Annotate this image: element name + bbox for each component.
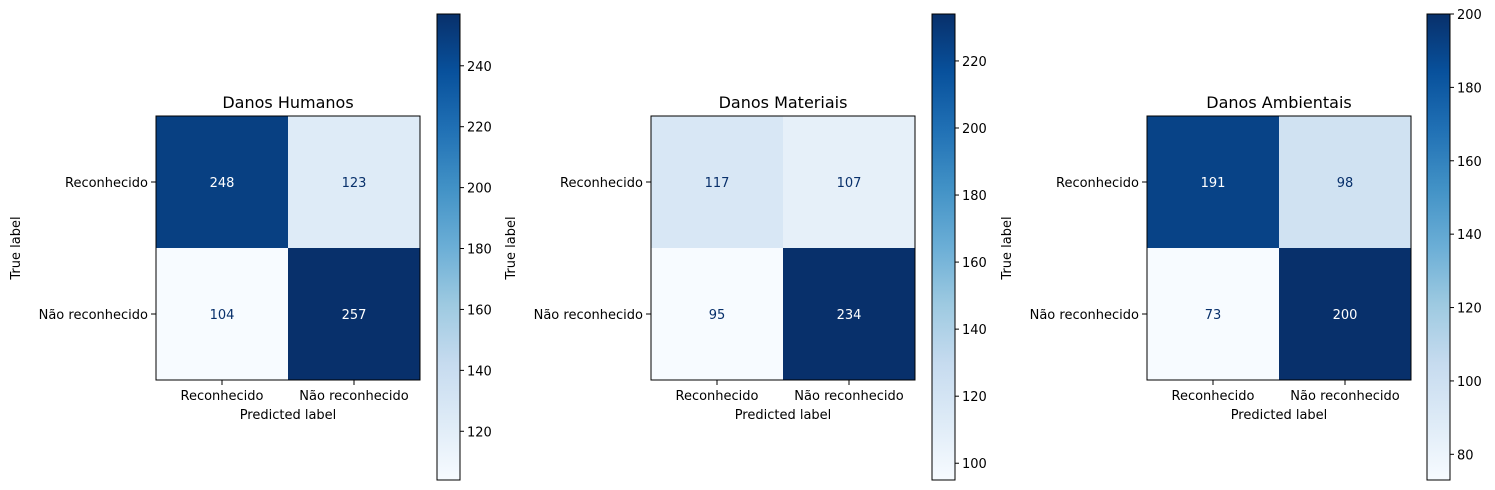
cell-value-label: 73 (1205, 308, 1222, 323)
colorbar-gradient (437, 14, 460, 480)
y-tick-label: Reconhecido (560, 176, 643, 191)
cell-value-label: 98 (1337, 176, 1354, 191)
colorbar-tick-label: 100 (962, 457, 987, 472)
y-axis-label: True label (1000, 216, 1015, 280)
colorbar-tick-label: 140 (1457, 228, 1482, 243)
axes-frame (1146, 115, 1412, 381)
axes-frame (155, 115, 421, 381)
colorbar-frame (931, 13, 956, 481)
x-tick-label: Não reconhecido (794, 389, 903, 404)
x-tick-label: Reconhecido (181, 389, 264, 404)
axes-frame (650, 115, 916, 381)
cell-value-label: 234 (837, 308, 862, 323)
colorbar-tick-label: 140 (962, 323, 987, 338)
colorbar-tick-label: 160 (962, 256, 987, 271)
x-tick-label: Reconhecido (676, 389, 759, 404)
x-axis-label: Predicted label (240, 408, 337, 423)
cell-value-label: 191 (1201, 176, 1226, 191)
cell-value-label: 257 (342, 308, 367, 323)
heatmap-cell (651, 248, 783, 380)
y-tick-label: Reconhecido (1056, 176, 1139, 191)
heatmap-cell (1279, 116, 1411, 248)
y-axis-label: True label (9, 216, 24, 280)
colorbar-tick-label: 80 (1457, 448, 1474, 463)
colorbar-tick-label: 220 (962, 55, 987, 70)
y-tick-label: Não reconhecido (534, 308, 643, 323)
y-tick-label: Reconhecido (65, 176, 148, 191)
colorbar-gradient (1427, 14, 1450, 480)
cell-value-label: 123 (342, 176, 367, 191)
chart-title: Danos Materiais (719, 93, 848, 112)
colorbar-tick-label: 240 (467, 60, 492, 75)
heatmap-cell (288, 116, 420, 248)
colorbar-tick-label: 160 (467, 303, 492, 318)
colorbar-tick-label: 100 (1457, 375, 1482, 390)
heatmap-cell (1279, 248, 1411, 380)
colorbar-tick-label: 200 (962, 122, 987, 137)
colorbar-gradient (932, 14, 955, 480)
cell-value-label: 248 (210, 176, 235, 191)
confusion-matrix-panel: 248 123 104 257 Danos Humanos Reconhecido Não … (9, 13, 492, 481)
x-axis-label: Predicted label (1231, 408, 1328, 423)
confusion-matrix-panel: 191 98 73 200 Danos Ambientais Reconhecido Não… (1000, 8, 1482, 481)
heatmap-cell (156, 116, 288, 248)
heatmap-cell (651, 116, 783, 248)
heatmap-cell (783, 248, 915, 380)
colorbar-tick-label: 120 (1457, 302, 1482, 317)
heatmap-cell (1147, 248, 1279, 380)
colorbar-tick-label: 160 (1457, 155, 1482, 170)
colorbar-tick-label: 120 (962, 390, 987, 405)
heatmap-cell (1147, 116, 1279, 248)
colorbar-frame (436, 13, 461, 481)
heatmap-cell (288, 248, 420, 380)
colorbar-tick-label: 200 (467, 182, 492, 197)
colorbar-tick-label: 180 (1457, 81, 1482, 96)
y-tick-label: Não reconhecido (39, 308, 148, 323)
cell-value-label: 95 (709, 308, 726, 323)
colorbar-frame (1426, 13, 1451, 481)
colorbar-tick-label: 140 (467, 364, 492, 379)
cell-value-label: 107 (837, 176, 862, 191)
heatmap-cell (156, 248, 288, 380)
heatmap-cell (783, 116, 915, 248)
x-tick-label: Não reconhecido (1290, 389, 1399, 404)
colorbar-tick-label: 180 (962, 189, 987, 204)
colorbar-tick-label: 180 (467, 243, 492, 258)
colorbar-tick-label: 220 (467, 121, 492, 136)
cell-value-label: 200 (1333, 308, 1358, 323)
colorbar-tick-label: 200 (1457, 8, 1482, 23)
x-axis-label: Predicted label (735, 408, 832, 423)
chart-title: Danos Humanos (222, 93, 353, 112)
colorbar-tick-label: 120 (467, 425, 492, 440)
cell-value-label: 117 (705, 176, 730, 191)
chart-title: Danos Ambientais (1206, 93, 1351, 112)
confusion-matrix-panel: 117 107 95 234 Danos Materiais Reconhecido Não… (504, 13, 987, 481)
cell-value-label: 104 (210, 308, 235, 323)
x-tick-label: Não reconhecido (299, 389, 408, 404)
x-tick-label: Reconhecido (1172, 389, 1255, 404)
y-axis-label: True label (504, 216, 519, 280)
y-tick-label: Não reconhecido (1030, 308, 1139, 323)
